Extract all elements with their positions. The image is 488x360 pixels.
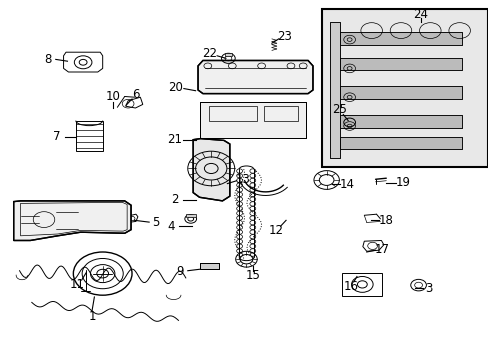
Text: 19: 19 <box>395 176 410 189</box>
Text: 4: 4 <box>167 220 175 233</box>
Text: 10: 10 <box>106 90 121 103</box>
Text: 14: 14 <box>339 178 354 191</box>
Polygon shape <box>339 58 461 70</box>
Text: 11: 11 <box>70 278 84 291</box>
Text: 9: 9 <box>176 265 183 278</box>
Bar <box>76 121 102 151</box>
Polygon shape <box>193 139 229 201</box>
Text: 12: 12 <box>268 224 283 237</box>
Polygon shape <box>329 22 339 158</box>
Bar <box>199 102 305 138</box>
Bar <box>199 263 219 269</box>
Text: 21: 21 <box>167 133 182 146</box>
Polygon shape <box>339 32 461 45</box>
Text: 1: 1 <box>88 310 96 323</box>
Text: 18: 18 <box>378 214 393 227</box>
Text: 24: 24 <box>412 8 427 21</box>
Bar <box>199 263 219 269</box>
Text: 16: 16 <box>343 280 358 293</box>
Bar <box>199 102 305 138</box>
Text: 20: 20 <box>168 81 183 94</box>
Text: 15: 15 <box>245 269 260 282</box>
Text: 22: 22 <box>202 47 216 60</box>
Polygon shape <box>339 137 461 149</box>
Bar <box>209 106 257 121</box>
Text: 2: 2 <box>171 193 179 206</box>
Polygon shape <box>339 86 461 99</box>
Bar <box>264 106 298 121</box>
Text: 8: 8 <box>44 53 52 66</box>
Text: 25: 25 <box>331 103 346 116</box>
Text: 17: 17 <box>374 243 389 256</box>
Polygon shape <box>198 60 312 94</box>
Text: 7: 7 <box>53 130 61 143</box>
Text: 3: 3 <box>425 282 432 294</box>
Bar <box>185 214 195 217</box>
Text: 5: 5 <box>151 216 159 229</box>
Bar <box>224 53 231 56</box>
Text: 6: 6 <box>132 88 140 101</box>
Bar <box>321 9 487 167</box>
Polygon shape <box>339 115 461 128</box>
Polygon shape <box>14 201 131 240</box>
Bar <box>342 273 382 296</box>
Text: 13: 13 <box>236 173 250 186</box>
Text: 23: 23 <box>277 30 291 42</box>
